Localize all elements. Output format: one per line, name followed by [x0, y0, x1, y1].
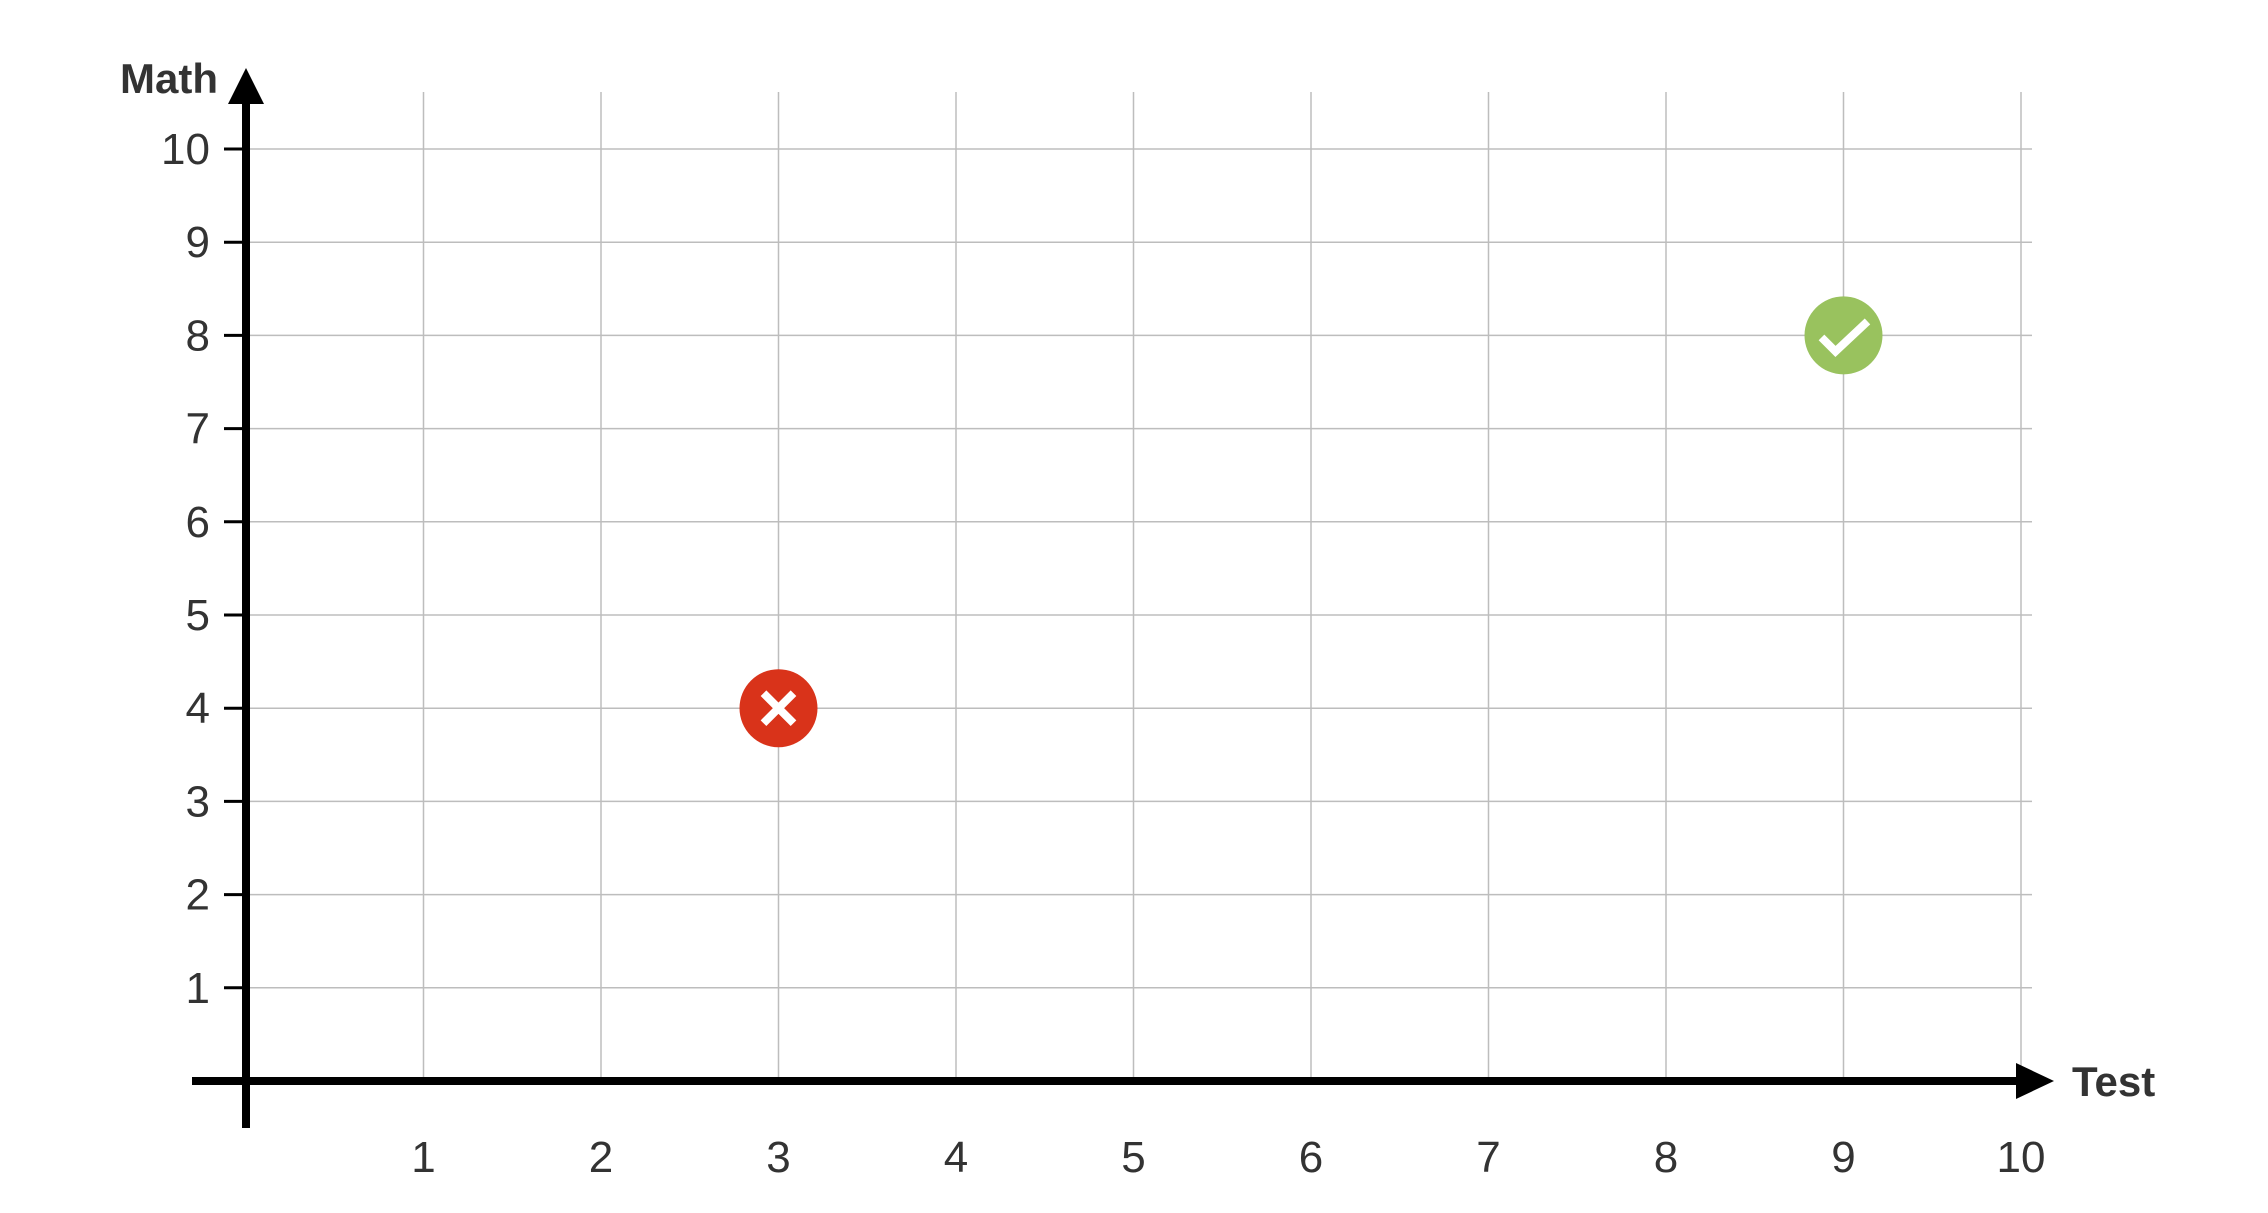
x-circle-icon — [739, 669, 818, 748]
x-tick-label: 2 — [589, 1133, 613, 1182]
y-tick-label: 2 — [186, 871, 210, 920]
y-tick-label: 1 — [186, 964, 210, 1013]
x-tick-label: 4 — [944, 1133, 968, 1182]
y-tick-label: 7 — [186, 405, 210, 454]
x-axis-title: Test — [2072, 1058, 2155, 1105]
x-tick-label: 6 — [1299, 1133, 1323, 1182]
x-tick-label: 3 — [766, 1133, 790, 1182]
ticks: 1 2 3 4 5 6 7 8 9 10 1 2 3 4 5 6 7 8 9 10 — [161, 125, 2045, 1182]
y-tick-label: 5 — [186, 591, 210, 640]
x-tick-label: 5 — [1121, 1133, 1145, 1182]
y-tick-label: 6 — [186, 498, 210, 547]
x-tick-label: 9 — [1831, 1133, 1855, 1182]
y-tick-label: 4 — [186, 684, 210, 733]
check-glyph — [1818, 318, 1871, 357]
grid — [246, 92, 2032, 1081]
y-axis-arrow-icon — [228, 68, 264, 104]
x-tick-label: 10 — [1997, 1133, 2046, 1182]
x-glyph — [760, 690, 797, 727]
y-tick-label: 3 — [186, 777, 210, 826]
y-tick-label: 10 — [161, 125, 210, 174]
y-tick-label: 9 — [186, 218, 210, 267]
y-tick-label: 8 — [186, 311, 210, 360]
point-marker — [1804, 296, 1883, 375]
x-tick-label: 8 — [1654, 1133, 1678, 1182]
axes — [192, 68, 2054, 1128]
y-axis-title: Math — [120, 55, 218, 102]
x-tick-label: 7 — [1476, 1133, 1500, 1182]
x-axis-arrow-icon — [2016, 1063, 2054, 1099]
x-tick-label: 1 — [411, 1133, 435, 1182]
data-points — [739, 296, 1883, 748]
check-circle-icon — [1804, 296, 1883, 375]
